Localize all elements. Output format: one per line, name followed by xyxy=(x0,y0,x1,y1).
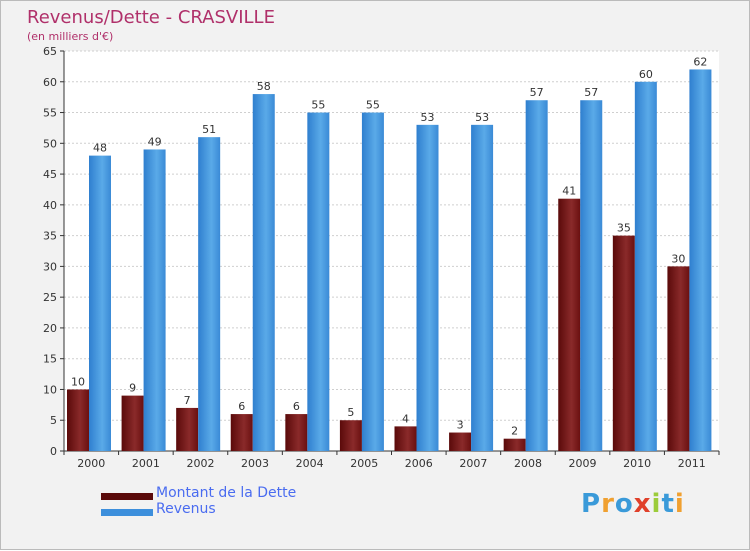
bar-revenus xyxy=(634,81,657,452)
proxiti-logo: Proxiti xyxy=(581,489,685,519)
x-tick-label: 2005 xyxy=(350,457,378,470)
y-tick-label: 65 xyxy=(43,45,57,58)
bar-revenus xyxy=(471,124,494,451)
data-label-dette: 41 xyxy=(562,185,576,198)
data-label-revenus: 55 xyxy=(311,99,325,112)
bar-dette xyxy=(121,395,144,451)
data-label-revenus: 57 xyxy=(584,86,598,99)
legend-swatch-dette xyxy=(101,493,153,500)
data-label-revenus: 48 xyxy=(93,142,107,155)
legend-swatch-revenus xyxy=(101,509,153,516)
chart-title: Revenus/Dette - CRASVILLE xyxy=(27,7,275,28)
x-tick-label: 2010 xyxy=(623,457,651,470)
plot-background xyxy=(64,51,719,451)
x-tick-label: 2009 xyxy=(569,457,597,470)
legend-label-dette: Montant de la Dette xyxy=(156,485,297,501)
data-label-dette: 35 xyxy=(617,222,631,235)
bar-dette xyxy=(394,426,417,451)
y-tick-label: 25 xyxy=(43,291,57,304)
bar-revenus xyxy=(689,69,712,451)
logo-letter: r xyxy=(601,489,615,519)
data-label-dette: 6 xyxy=(293,400,300,413)
logo-letter: P xyxy=(581,489,602,519)
x-tick-label: 2004 xyxy=(296,457,324,470)
data-label-revenus: 60 xyxy=(639,68,653,81)
data-label-revenus: 62 xyxy=(693,55,707,68)
logo-letter: o xyxy=(614,489,634,519)
data-label-revenus: 53 xyxy=(475,111,489,124)
data-label-dette: 10 xyxy=(71,375,85,388)
y-tick-label: 20 xyxy=(43,322,57,335)
bar-dette xyxy=(67,389,89,451)
bar-dette xyxy=(339,420,362,451)
data-label-dette: 2 xyxy=(511,425,518,438)
bar-revenus xyxy=(252,94,275,452)
logo-letter: t xyxy=(661,489,675,519)
y-tick-label: 45 xyxy=(43,168,57,181)
bar-dette xyxy=(230,414,253,451)
x-tick-label: 2008 xyxy=(514,457,542,470)
bar-revenus xyxy=(416,124,439,451)
y-tick-label: 40 xyxy=(43,199,57,212)
data-label-dette: 7 xyxy=(184,394,191,407)
x-tick-label: 2001 xyxy=(132,457,160,470)
data-label-dette: 30 xyxy=(671,252,685,265)
y-tick-label: 0 xyxy=(50,445,57,458)
logo-letter: i xyxy=(651,489,662,519)
data-label-dette: 9 xyxy=(129,382,136,395)
data-label-dette: 6 xyxy=(238,400,245,413)
logo-letter: x xyxy=(633,489,652,519)
bar-dette xyxy=(612,235,635,451)
x-tick-label: 2000 xyxy=(77,457,105,470)
y-tick-label: 15 xyxy=(43,353,57,366)
bar-revenus xyxy=(361,112,384,452)
chart-subtitle: (en milliers d'€) xyxy=(27,30,114,43)
logo-letter: i xyxy=(674,489,685,519)
bar-dette xyxy=(176,407,199,451)
y-tick-label: 5 xyxy=(50,414,57,427)
y-tick-label: 50 xyxy=(43,137,57,150)
data-label-revenus: 55 xyxy=(366,99,380,112)
data-label-dette: 4 xyxy=(402,412,409,425)
y-tick-label: 35 xyxy=(43,230,57,243)
bar-revenus xyxy=(580,100,603,451)
x-tick-label: 2007 xyxy=(459,457,487,470)
bar-dette xyxy=(449,432,472,451)
data-label-revenus: 57 xyxy=(530,86,544,99)
bar-revenus xyxy=(143,149,166,451)
y-tick-label: 55 xyxy=(43,107,57,120)
bar-dette xyxy=(285,414,308,451)
bar-dette xyxy=(558,198,581,451)
bar-revenus xyxy=(89,155,111,451)
bar-dette xyxy=(667,266,690,451)
data-label-dette: 5 xyxy=(347,406,354,419)
y-tick-label: 10 xyxy=(43,383,57,396)
data-label-dette: 3 xyxy=(457,419,464,432)
data-label-revenus: 51 xyxy=(202,123,216,136)
y-tick-label: 30 xyxy=(43,260,57,273)
x-tick-label: 2006 xyxy=(405,457,433,470)
bar-revenus xyxy=(307,112,330,452)
bar-dette xyxy=(503,438,526,451)
data-label-revenus: 53 xyxy=(421,111,435,124)
data-label-revenus: 49 xyxy=(148,135,162,148)
data-label-revenus: 58 xyxy=(257,80,271,93)
bar-revenus xyxy=(198,137,221,451)
y-tick-label: 60 xyxy=(43,76,57,89)
x-tick-label: 2002 xyxy=(186,457,214,470)
x-tick-label: 2011 xyxy=(678,457,706,470)
legend-label-revenus: Revenus xyxy=(156,501,216,517)
bar-revenus xyxy=(525,100,548,451)
x-tick-label: 2003 xyxy=(241,457,269,470)
